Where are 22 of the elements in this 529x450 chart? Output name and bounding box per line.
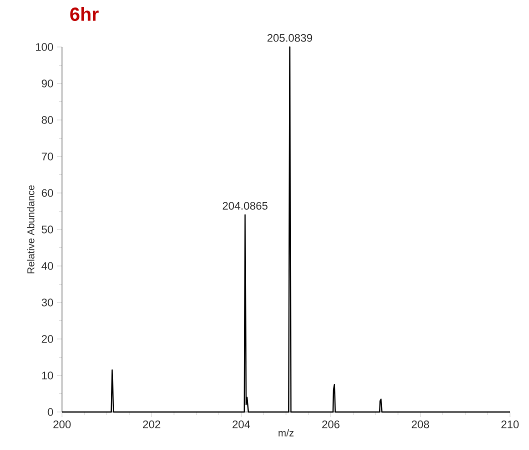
y-axis-title: Relative Abundance bbox=[27, 185, 34, 274]
x-tick-label: 206 bbox=[322, 420, 340, 428]
x-axis-title: m/z bbox=[278, 429, 294, 436]
x-tick-label: 200 bbox=[53, 420, 71, 428]
x-tick-label: 202 bbox=[143, 420, 160, 428]
annotation: 204.0865 bbox=[222, 202, 268, 210]
y-tick-label: 90 bbox=[42, 80, 54, 88]
y-tick-label: 60 bbox=[42, 189, 54, 197]
y-tick-label: 10 bbox=[42, 372, 54, 380]
annotation: 205.0839 bbox=[267, 34, 312, 42]
y-tick-label: 50 bbox=[42, 226, 54, 234]
y-tick-label: 100 bbox=[36, 43, 54, 51]
chart-title: 6hr bbox=[70, 7, 99, 21]
y-tick-label: 20 bbox=[42, 335, 54, 343]
x-tick-label: 204 bbox=[232, 420, 250, 428]
x-tick-label: 210 bbox=[501, 420, 519, 428]
y-tick-label: 80 bbox=[42, 116, 54, 124]
y-tick-label: 70 bbox=[42, 152, 54, 160]
y-tick-label: 0 bbox=[48, 408, 54, 416]
x-tick-label: 208 bbox=[412, 420, 430, 428]
y-tick-label: 30 bbox=[42, 298, 54, 306]
y-tick-label: 40 bbox=[42, 262, 54, 270]
